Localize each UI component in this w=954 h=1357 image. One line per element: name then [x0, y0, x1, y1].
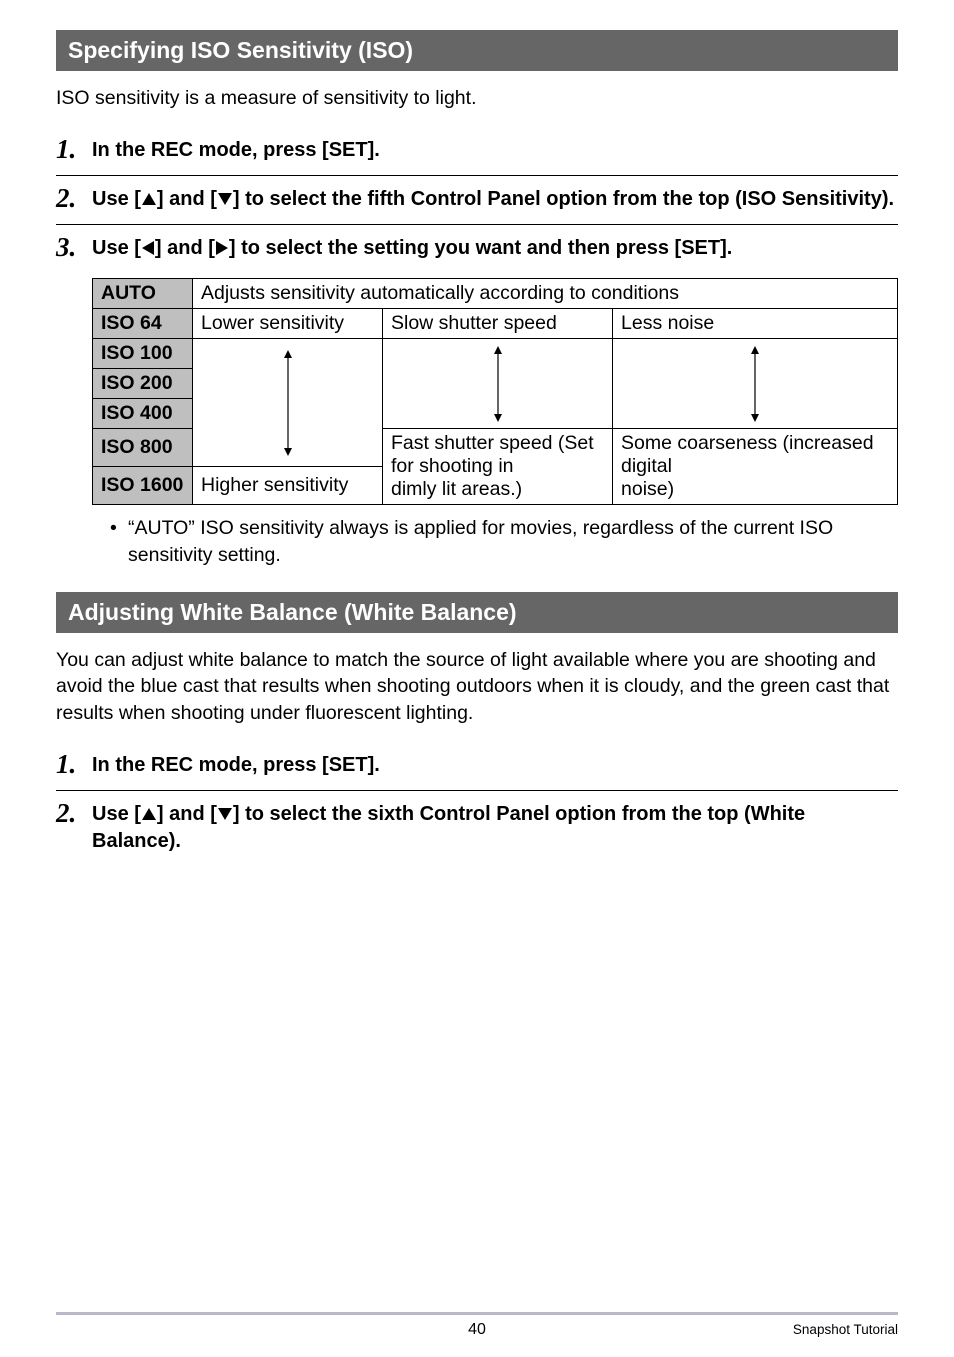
footer-section-label: Snapshot Tutorial: [793, 1322, 898, 1337]
text-fragment: ] and [: [155, 237, 215, 259]
step-number: 2.: [56, 184, 92, 214]
double-arrow-icon: [488, 344, 508, 424]
iso-label-800: ISO 800: [93, 429, 193, 467]
col2-bottom: Fast shutter speed (Set for shooting in …: [383, 429, 613, 505]
left-triangle-icon: [141, 240, 155, 256]
col3-bottom: Some coarseness (increased digital noise…: [613, 429, 898, 505]
text-fragment: noise): [621, 478, 674, 500]
step-3-iso: 3. Use [ ] and [ ] to select the setting y…: [56, 225, 898, 273]
col1-top: Lower sensitivity: [193, 309, 383, 339]
iso-label-64: ISO 64: [93, 309, 193, 339]
text-fragment: Use [: [92, 803, 141, 825]
page-footer: 40 Snapshot Tutorial: [56, 1312, 898, 1339]
iso-note-bullet: • “AUTO” ISO sensitivity always is appli…: [110, 515, 888, 568]
iso-auto-desc: Adjusts sensitivity automatically accord…: [193, 279, 898, 309]
text-fragment: Use [: [92, 237, 141, 259]
text-fragment: Some coarseness (increased digital: [621, 432, 874, 477]
step-number: 1.: [56, 135, 92, 165]
iso-label-400: ISO 400: [93, 399, 193, 429]
right-triangle-icon: [215, 240, 229, 256]
col1-bottom: Higher sensitivity: [193, 467, 383, 505]
iso-label-200: ISO 200: [93, 369, 193, 399]
down-triangle-icon: [217, 807, 233, 821]
page-number: 40: [56, 1321, 898, 1339]
step-number: 2.: [56, 799, 92, 829]
sensitivity-arrow-cell: [193, 339, 383, 467]
bullet-dot: •: [110, 515, 128, 568]
iso-intro-text: ISO sensitivity is a measure of sensitiv…: [56, 85, 898, 111]
step-2-wb: 2. Use [] and [] to select the sixth Con…: [56, 791, 898, 865]
iso-label-auto: AUTO: [93, 279, 193, 309]
iso-label-1600: ISO 1600: [93, 467, 193, 505]
iso-sensitivity-table: AUTO Adjusts sensitivity automatically a…: [92, 278, 898, 505]
section-heading-wb: Adjusting White Balance (White Balance): [56, 592, 898, 633]
step-2-iso: 2. Use [ ] and [ ] to select the fifth Con…: [56, 176, 898, 225]
col3-top: Less noise: [613, 309, 898, 339]
iso-label-100: ISO 100: [93, 339, 193, 369]
step-text: Use [] and [] to select the sixth Contro…: [92, 799, 898, 855]
text-fragment: dimly lit areas.): [391, 478, 522, 500]
text-fragment: ] to select the fifth Control Panel opti…: [233, 188, 894, 210]
step-text: Use [ ] and [ ] to select the fifth Contro…: [92, 184, 894, 213]
step-text: In the REC mode, press [SET].: [92, 750, 380, 779]
step-text: In the REC mode, press [SET].: [92, 135, 380, 164]
double-arrow-icon: [745, 344, 765, 424]
section-heading-iso: Specifying ISO Sensitivity (ISO): [56, 30, 898, 71]
col2-top: Slow shutter speed: [383, 309, 613, 339]
up-triangle-icon: [141, 807, 157, 821]
text-fragment: ] to select the setting you want and the…: [229, 237, 732, 259]
text-fragment: Use [: [92, 188, 141, 210]
text-fragment: Fast shutter speed (Set for shooting in: [391, 432, 594, 477]
step-1-wb: 1. In the REC mode, press [SET].: [56, 742, 898, 791]
step-1-iso: 1. In the REC mode, press [SET].: [56, 127, 898, 176]
shutter-arrow-cell: [383, 339, 613, 429]
double-arrow-icon: [278, 348, 298, 458]
wb-intro-text: You can adjust white balance to match th…: [56, 647, 898, 726]
noise-arrow-cell: [613, 339, 898, 429]
step-number: 3.: [56, 233, 92, 263]
step-text: Use [ ] and [ ] to select the setting you …: [92, 233, 732, 262]
text-fragment: ] and [: [157, 188, 217, 210]
text-fragment: ] and [: [157, 803, 217, 825]
down-triangle-icon: [217, 192, 233, 206]
bullet-text: “AUTO” ISO sensitivity always is applied…: [128, 515, 888, 568]
step-number: 1.: [56, 750, 92, 780]
up-triangle-icon: [141, 192, 157, 206]
